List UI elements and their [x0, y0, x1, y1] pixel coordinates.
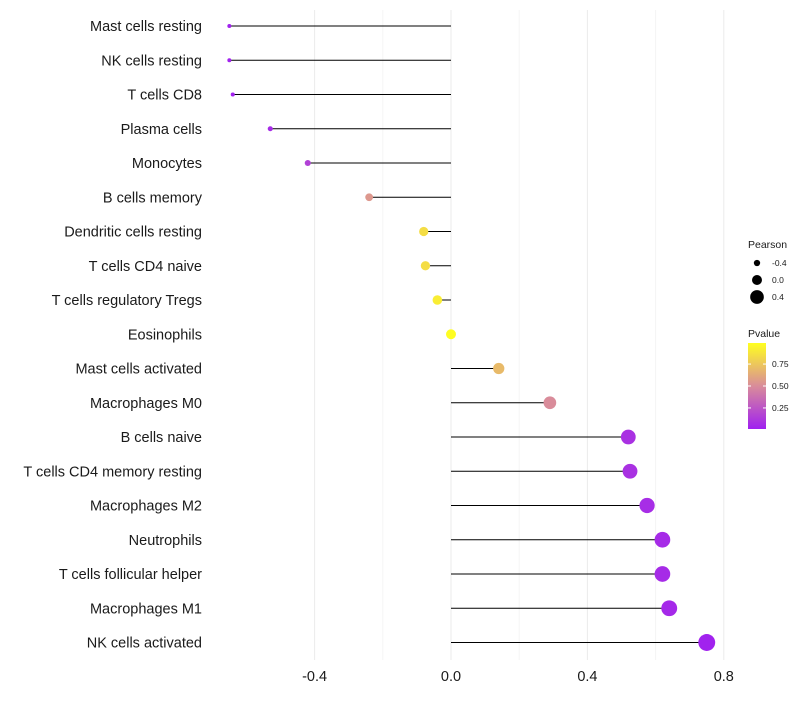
x-tick-label-2: 0.4	[577, 669, 597, 685]
category-label-18: NK cells activated	[87, 636, 202, 652]
category-label-7: T cells CD4 naive	[89, 259, 202, 275]
category-label-10: Mast cells activated	[75, 362, 202, 378]
category-label-14: Macrophages M2	[90, 499, 202, 515]
point-4	[304, 159, 311, 167]
point-3	[267, 126, 273, 132]
category-label-4: Monocytes	[132, 156, 202, 172]
legend-colorbar	[748, 343, 766, 429]
point-5	[365, 193, 374, 202]
point-7	[420, 261, 431, 271]
point-12	[620, 429, 636, 445]
point-10	[493, 362, 505, 375]
point-2	[230, 92, 235, 97]
legend-color-label-1: 0.50	[772, 381, 789, 391]
x-tick-label-0: -0.4	[302, 669, 327, 685]
point-0	[227, 24, 232, 28]
legend-color-label-2: 0.25	[772, 403, 789, 413]
legend-size-key-2	[750, 290, 764, 304]
point-8	[432, 295, 443, 305]
point-17	[661, 600, 678, 617]
point-14	[639, 497, 655, 514]
point-1	[227, 58, 232, 63]
legend-color-title: Pvalue	[748, 328, 780, 340]
x-tick-label-3: 0.8	[714, 669, 734, 685]
category-label-1: NK cells resting	[101, 53, 202, 69]
x-tick-label-1: 0.0	[441, 669, 461, 685]
point-16	[654, 566, 671, 582]
category-label-15: Neutrophils	[129, 533, 202, 549]
category-label-16: T cells follicular helper	[59, 567, 202, 583]
legend-size-key-0	[753, 259, 761, 267]
legend-size-title: Pearson	[748, 239, 787, 251]
category-label-3: Plasma cells	[121, 122, 202, 138]
point-layer	[227, 24, 716, 651]
legend-size-label-0: -0.4	[772, 258, 787, 268]
point-11	[543, 396, 557, 410]
category-label-6: Dendritic cells resting	[64, 225, 202, 241]
point-6	[419, 226, 429, 237]
stem-layer	[229, 25, 707, 643]
x-tick-labels: -0.4 0.0 0.4 0.8	[302, 669, 734, 685]
category-label-0: Mast cells resting	[90, 19, 202, 35]
category-label-12: B cells naive	[121, 430, 202, 446]
category-label-5: B cells memory	[103, 190, 203, 206]
category-label-17: Macrophages M1	[90, 601, 202, 617]
point-13	[622, 463, 638, 479]
grid-layer	[314, 10, 725, 660]
legend-color-label-0: 0.75	[772, 359, 789, 369]
category-label-2: T cells CD8	[127, 88, 202, 104]
point-15	[654, 531, 671, 548]
category-label-13: T cells CD4 memory resting	[23, 464, 202, 480]
legend-size-key-1	[752, 275, 762, 285]
point-9	[446, 329, 456, 340]
legend-size-label-2: 0.4	[772, 292, 784, 302]
legend-size-label-1: 0.0	[772, 275, 784, 285]
category-label-11: Macrophages M0	[90, 396, 202, 412]
y-tick-labels: Mast cells resting NK cells resting T cell…	[23, 19, 202, 652]
category-label-8: T cells regulatory Tregs	[52, 293, 202, 309]
category-label-9: Eosinophils	[128, 327, 202, 343]
point-18	[698, 634, 716, 651]
legend: Pearson -0.4 0.0 0.4 Pvalue 0.75 0.50 0.25	[748, 239, 789, 429]
